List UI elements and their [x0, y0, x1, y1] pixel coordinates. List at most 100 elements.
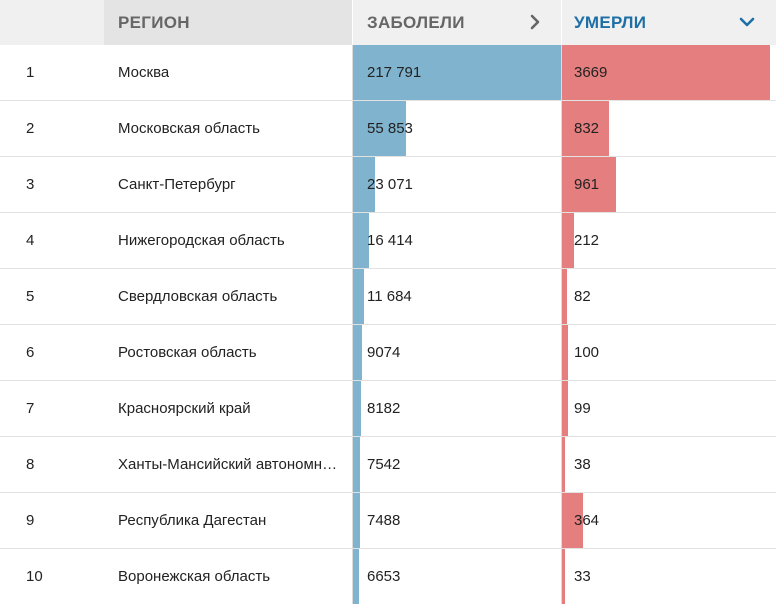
cases-value: 55 853: [367, 120, 413, 137]
cases-value: 7542: [367, 456, 401, 473]
row-number: 8: [26, 456, 35, 473]
region-cell: Красноярский край: [118, 381, 342, 436]
table-row: 8 Ханты-Мансийский автономный округ 7542…: [0, 437, 776, 493]
header-region[interactable]: РЕГИОН: [104, 0, 352, 45]
cases-cell: 7542: [352, 437, 561, 492]
table-row: 2 Московская область 55 853 832: [0, 101, 776, 157]
deaths-value: 3669: [574, 64, 608, 81]
row-number: 9: [26, 512, 35, 529]
cases-cell: 23 071: [352, 157, 561, 212]
header-deaths-label: УМЕРЛИ: [574, 12, 647, 32]
chevron-down-icon[interactable]: [738, 13, 756, 31]
region-cell: Свердловская область: [118, 269, 342, 324]
region-cell: Ханты-Мансийский автономный округ: [118, 437, 342, 492]
cases-bar: [353, 549, 359, 604]
cases-value: 9074: [367, 344, 401, 361]
cases-value: 7488: [367, 512, 401, 529]
region-name: Московская область: [118, 120, 260, 137]
deaths-cell: 832: [561, 101, 776, 156]
row-number: 6: [26, 344, 35, 361]
region-cell: Санкт-Петербург: [118, 157, 342, 212]
cases-cell: 217 791: [352, 45, 561, 100]
header-deaths-sort[interactable]: УМЕРЛИ: [561, 0, 776, 45]
deaths-cell: 82: [561, 269, 776, 324]
deaths-cell: 961: [561, 157, 776, 212]
region-name: Свердловская область: [118, 288, 278, 305]
row-number: 7: [26, 400, 35, 417]
deaths-bar: [562, 45, 770, 100]
header-region-label: РЕГИОН: [118, 12, 190, 32]
table-row: 7 Красноярский край 8182 99: [0, 381, 776, 437]
region-name: Ханты-Мансийский автономный округ: [118, 456, 342, 473]
cases-bar: [353, 45, 561, 100]
cases-bar: [353, 213, 369, 268]
header-cases-label: ЗАБОЛЕЛИ: [367, 12, 465, 32]
deaths-bar: [562, 101, 609, 156]
cases-cell: 6653: [352, 549, 561, 604]
table-header: РЕГИОН ЗАБОЛЕЛИ УМЕРЛИ: [0, 0, 776, 45]
deaths-value: 99: [574, 400, 591, 417]
deaths-value: 961: [574, 176, 600, 193]
deaths-bar: [562, 325, 568, 380]
header-num: [0, 0, 104, 45]
cases-cell: 8182: [352, 381, 561, 436]
region-name: Красноярский край: [118, 400, 251, 417]
deaths-value: 82: [574, 288, 591, 305]
cases-value: 6653: [367, 568, 401, 585]
row-number: 5: [26, 288, 35, 305]
deaths-cell: 100: [561, 325, 776, 380]
table-row: 10 Воронежская область 6653 33: [0, 549, 776, 604]
region-cell: Московская область: [118, 101, 342, 156]
cases-value: 217 791: [367, 64, 422, 81]
deaths-bar: [562, 437, 565, 492]
cases-bar: [353, 325, 362, 380]
deaths-value: 212: [574, 232, 600, 249]
region-name: Санкт-Петербург: [118, 176, 236, 193]
deaths-bar: [562, 157, 616, 212]
cases-cell: 7488: [352, 493, 561, 548]
deaths-bar: [562, 269, 567, 324]
deaths-cell: 99: [561, 381, 776, 436]
cases-value: 8182: [367, 400, 401, 417]
header-cases-sort[interactable]: ЗАБОЛЕЛИ: [352, 0, 560, 45]
cases-value: 23 071: [367, 176, 413, 193]
row-number: 4: [26, 232, 35, 249]
region-cell: Москва: [118, 45, 342, 100]
region-name: Москва: [118, 64, 170, 81]
region-name: Воронежская область: [118, 568, 271, 585]
deaths-value: 33: [574, 568, 591, 585]
cases-bar: [353, 269, 364, 324]
deaths-cell: 3669: [561, 45, 776, 100]
region-name: Нижегородская область: [118, 232, 285, 249]
row-number: 2: [26, 120, 35, 137]
cases-cell: 55 853: [352, 101, 561, 156]
cases-bar: [353, 157, 375, 212]
cases-cell: 11 684: [352, 269, 561, 324]
table-row: 1 Москва 217 791 3669: [0, 45, 776, 101]
deaths-bar: [562, 493, 583, 548]
deaths-bar: [562, 381, 568, 436]
cases-bar: [353, 101, 406, 156]
cases-cell: 9074: [352, 325, 561, 380]
deaths-bar: [562, 549, 565, 604]
table-row: 5 Свердловская область 11 684 82: [0, 269, 776, 325]
cases-bar: [353, 381, 361, 436]
table-row: 6 Ростовская область 9074 100: [0, 325, 776, 381]
deaths-value: 832: [574, 120, 600, 137]
deaths-value: 100: [574, 344, 600, 361]
row-number: 1: [26, 64, 35, 81]
chevron-right-icon[interactable]: [526, 13, 544, 31]
deaths-cell: 38: [561, 437, 776, 492]
table-body: 1 Москва 217 791 3669 2 Московская облас…: [0, 45, 776, 604]
table-row: 4 Нижегородская область 16 414 212: [0, 213, 776, 269]
region-cell: Нижегородская область: [118, 213, 342, 268]
cases-value: 16 414: [367, 232, 413, 249]
table-row: 9 Республика Дагестан 7488 364: [0, 493, 776, 549]
cases-cell: 16 414: [352, 213, 561, 268]
region-name: Ростовская область: [118, 344, 257, 361]
deaths-cell: 212: [561, 213, 776, 268]
deaths-cell: 33: [561, 549, 776, 604]
region-cell: Ростовская область: [118, 325, 342, 380]
row-number: 10: [26, 568, 43, 585]
